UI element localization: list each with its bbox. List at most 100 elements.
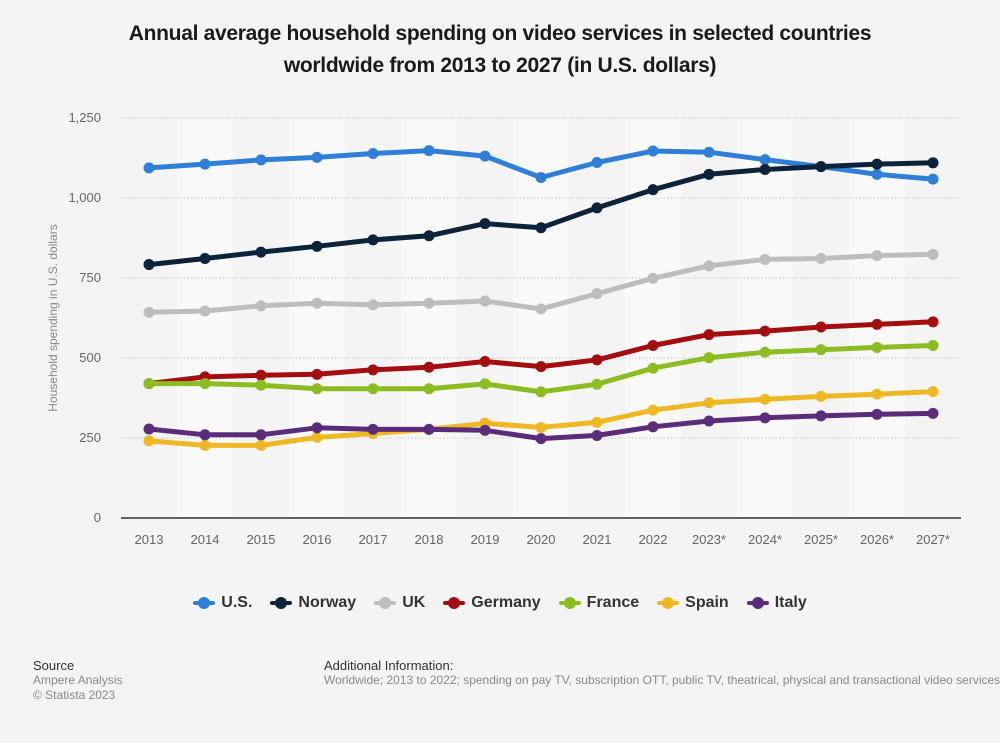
legend-item[interactable]: U.S. (193, 594, 252, 612)
data-point[interactable] (759, 412, 771, 424)
data-point[interactable] (927, 248, 939, 260)
data-point[interactable] (591, 354, 603, 366)
data-point[interactable] (199, 429, 211, 441)
data-point[interactable] (759, 346, 771, 358)
data-point[interactable] (703, 146, 715, 158)
data-point[interactable] (535, 433, 547, 445)
data-point[interactable] (927, 340, 939, 352)
legend-item[interactable]: Norway (270, 594, 356, 612)
data-point[interactable] (815, 252, 827, 264)
data-point[interactable] (647, 421, 659, 433)
data-point[interactable] (311, 368, 323, 380)
data-point[interactable] (703, 415, 715, 427)
data-point[interactable] (311, 151, 323, 163)
series-france[interactable] (143, 340, 939, 398)
data-point[interactable] (423, 145, 435, 157)
data-point[interactable] (927, 316, 939, 328)
data-point[interactable] (199, 158, 211, 170)
data-point[interactable] (759, 325, 771, 337)
data-point[interactable] (759, 154, 771, 166)
legend-item[interactable]: Spain (657, 594, 729, 612)
series-germany[interactable] (143, 316, 939, 390)
data-point[interactable] (199, 378, 211, 390)
data-point[interactable] (591, 378, 603, 390)
data-point[interactable] (255, 379, 267, 391)
data-point[interactable] (479, 356, 491, 368)
data-point[interactable] (423, 230, 435, 242)
data-point[interactable] (871, 388, 883, 400)
data-point[interactable] (927, 407, 939, 419)
data-point[interactable] (703, 329, 715, 341)
data-point[interactable] (143, 435, 155, 447)
data-point[interactable] (367, 148, 379, 160)
data-point[interactable] (591, 429, 603, 441)
data-point[interactable] (367, 423, 379, 435)
data-point[interactable] (871, 158, 883, 170)
data-point[interactable] (143, 423, 155, 435)
data-point[interactable] (647, 340, 659, 352)
data-point[interactable] (311, 383, 323, 395)
data-point[interactable] (367, 364, 379, 376)
data-point[interactable] (591, 156, 603, 168)
data-point[interactable] (815, 161, 827, 173)
data-point[interactable] (591, 416, 603, 428)
data-point[interactable] (479, 424, 491, 436)
source-name[interactable]: Ampere Analysis (33, 673, 123, 687)
data-point[interactable] (535, 361, 547, 373)
data-point[interactable] (367, 234, 379, 246)
data-point[interactable] (647, 404, 659, 416)
data-point[interactable] (647, 362, 659, 374)
legend-item[interactable]: France (558, 594, 639, 612)
series-norway[interactable] (143, 157, 939, 271)
data-point[interactable] (759, 393, 771, 405)
data-point[interactable] (703, 352, 715, 364)
data-point[interactable] (367, 299, 379, 311)
data-point[interactable] (311, 431, 323, 443)
data-point[interactable] (647, 272, 659, 284)
data-point[interactable] (199, 252, 211, 264)
data-point[interactable] (535, 303, 547, 315)
copyright[interactable]: © Statista 2023 (33, 688, 116, 702)
data-point[interactable] (143, 162, 155, 174)
data-point[interactable] (535, 172, 547, 184)
data-point[interactable] (143, 378, 155, 390)
data-point[interactable] (927, 173, 939, 185)
data-point[interactable] (143, 306, 155, 318)
data-point[interactable] (479, 378, 491, 390)
data-point[interactable] (367, 383, 379, 395)
data-point[interactable] (423, 361, 435, 373)
data-point[interactable] (871, 408, 883, 420)
data-point[interactable] (871, 341, 883, 353)
data-point[interactable] (871, 168, 883, 180)
data-point[interactable] (423, 383, 435, 395)
additional-info-heading[interactable]: Additional Information: (324, 658, 454, 673)
data-point[interactable] (871, 318, 883, 330)
data-point[interactable] (815, 344, 827, 356)
data-point[interactable] (255, 439, 267, 451)
data-point[interactable] (703, 260, 715, 272)
data-point[interactable] (255, 369, 267, 381)
data-point[interactable] (311, 297, 323, 309)
legend-item[interactable]: UK (374, 594, 425, 612)
data-point[interactable] (759, 253, 771, 265)
data-point[interactable] (255, 300, 267, 312)
series-uk[interactable] (143, 248, 939, 318)
data-point[interactable] (255, 429, 267, 441)
data-point[interactable] (423, 297, 435, 309)
data-point[interactable] (927, 386, 939, 398)
data-point[interactable] (255, 246, 267, 258)
data-point[interactable] (703, 397, 715, 409)
data-point[interactable] (423, 423, 435, 435)
data-point[interactable] (479, 218, 491, 230)
data-point[interactable] (199, 305, 211, 317)
data-point[interactable] (815, 321, 827, 333)
series-italy[interactable] (143, 407, 939, 445)
data-point[interactable] (311, 240, 323, 252)
data-point[interactable] (535, 421, 547, 433)
legend-item[interactable]: Germany (443, 594, 541, 612)
data-point[interactable] (927, 157, 939, 169)
data-point[interactable] (591, 202, 603, 214)
data-point[interactable] (199, 439, 211, 451)
data-point[interactable] (759, 164, 771, 176)
data-point[interactable] (703, 168, 715, 180)
